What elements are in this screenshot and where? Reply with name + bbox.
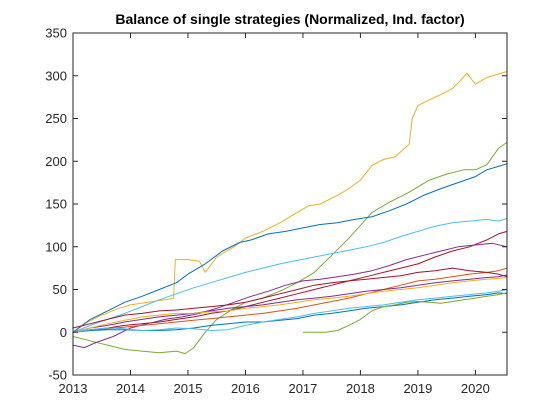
series-line-9 [72, 267, 508, 329]
y-tick-label: 50 [53, 282, 67, 297]
series-line-13 [302, 292, 508, 333]
series-line-4 [72, 218, 508, 333]
y-tick-label: 350 [45, 26, 67, 41]
series-line-12 [72, 289, 508, 333]
y-tick-label: 200 [45, 154, 67, 169]
x-tick-label: 2013 [59, 381, 88, 396]
y-tick-label: -50 [48, 368, 67, 383]
axes-layer: 2013 2014 2015 2016 2017 2018 2019 2020 -50 0 50 10… [45, 26, 508, 396]
x-tick-label: 2017 [288, 381, 317, 396]
y-tick-label: 0 [60, 325, 67, 340]
y-tick-label: 300 [45, 68, 67, 83]
series-line-3 [72, 163, 508, 333]
x-tick-label: 2014 [116, 381, 145, 396]
series-line-5 [72, 230, 508, 333]
y-tick-label: 100 [45, 239, 67, 254]
series-line-10 [72, 277, 508, 333]
y-tick-label: 150 [45, 197, 67, 212]
series-layer [72, 71, 508, 355]
x-tick-label: 2016 [231, 381, 260, 396]
y-tick-label: 250 [45, 111, 67, 126]
series-line-7 [72, 267, 508, 333]
x-tick-label: 2019 [403, 381, 432, 396]
series-line-8 [72, 274, 508, 333]
x-tick-label: 2015 [174, 381, 203, 396]
x-tick-label: 2018 [346, 381, 375, 396]
series-line-1 [72, 71, 508, 333]
x-tick-label: 2020 [461, 381, 490, 396]
chart-title: Balance of single strategies (Normalized… [115, 11, 464, 27]
series-line-6 [72, 242, 508, 349]
